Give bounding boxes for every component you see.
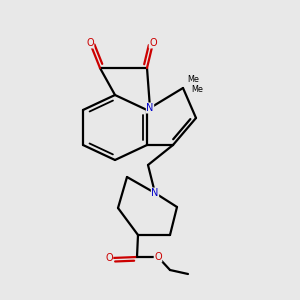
Text: Me: Me [188, 75, 200, 84]
Text: N: N [151, 188, 159, 198]
Text: O: O [154, 252, 162, 262]
Text: O: O [86, 38, 94, 48]
Text: N: N [146, 103, 154, 113]
Text: O: O [149, 38, 157, 48]
Text: Me: Me [191, 85, 203, 94]
Text: O: O [105, 253, 113, 263]
